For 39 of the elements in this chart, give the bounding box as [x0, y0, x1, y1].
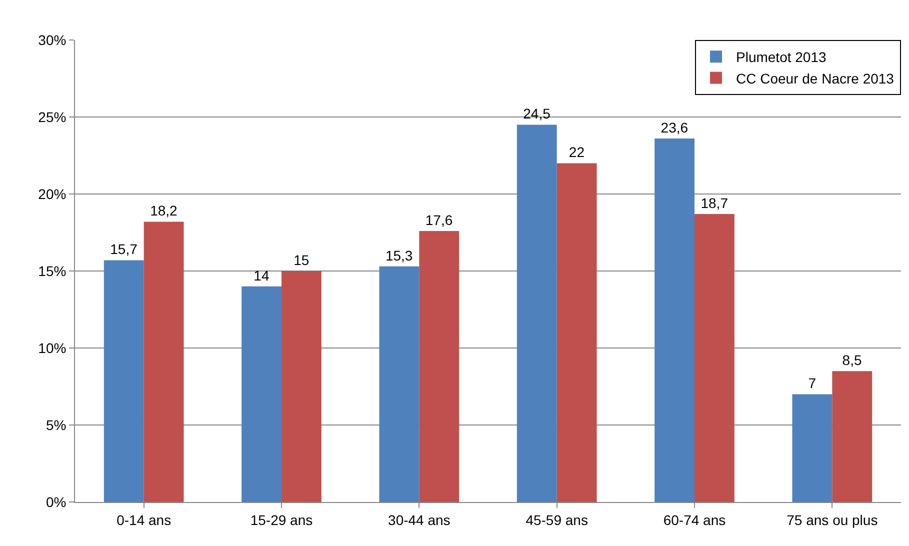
- bar: [694, 214, 734, 502]
- y-tick-label: 20%: [38, 186, 66, 202]
- y-tick-label: 15%: [38, 262, 66, 279]
- data-label: 15,7: [110, 241, 138, 258]
- bar: [379, 266, 420, 502]
- data-label: 8,5: [842, 352, 862, 368]
- bar: [832, 371, 872, 502]
- bar: [516, 124, 557, 502]
- data-label: 15: [294, 252, 310, 268]
- data-label: 7: [808, 375, 816, 392]
- bar: [104, 260, 144, 502]
- data-label: 18,7: [700, 195, 728, 212]
- x-tick-label: 60-74 ans: [663, 512, 726, 528]
- data-label: 18,2: [150, 202, 178, 219]
- data-label: 22: [568, 144, 585, 160]
- data-label: 24,5: [523, 106, 551, 122]
- y-tick-label: 5%: [46, 416, 66, 433]
- bar: [556, 163, 597, 502]
- data-label: 23,6: [660, 120, 688, 136]
- bar: [282, 271, 322, 502]
- data-label: 17,6: [425, 212, 453, 228]
- data-label: 15,3: [385, 247, 413, 264]
- data-label: 14: [254, 267, 270, 284]
- x-tick-label: 15-29 ans: [250, 512, 313, 528]
- x-tick-label: 30-44 ans: [388, 512, 450, 528]
- bar: [419, 230, 460, 502]
- x-tick-label: 75 ans ou plus: [786, 512, 878, 528]
- y-tick-label: 10%: [38, 340, 66, 356]
- y-tick-label: 0%: [46, 494, 66, 510]
- y-tick-label: 30%: [38, 32, 66, 48]
- y-tick-label: 25%: [38, 108, 66, 125]
- bar: [144, 222, 184, 502]
- bar: [242, 286, 282, 502]
- legend-label: Plumetot 2013: [736, 49, 826, 66]
- bar: [792, 394, 832, 502]
- x-tick-label: 45-59 ans: [526, 512, 588, 528]
- x-tick-label: 0-14 ans: [116, 512, 172, 528]
- bar: [654, 138, 694, 502]
- legend-label: CC Coeur de Nacre 2013: [736, 70, 894, 86]
